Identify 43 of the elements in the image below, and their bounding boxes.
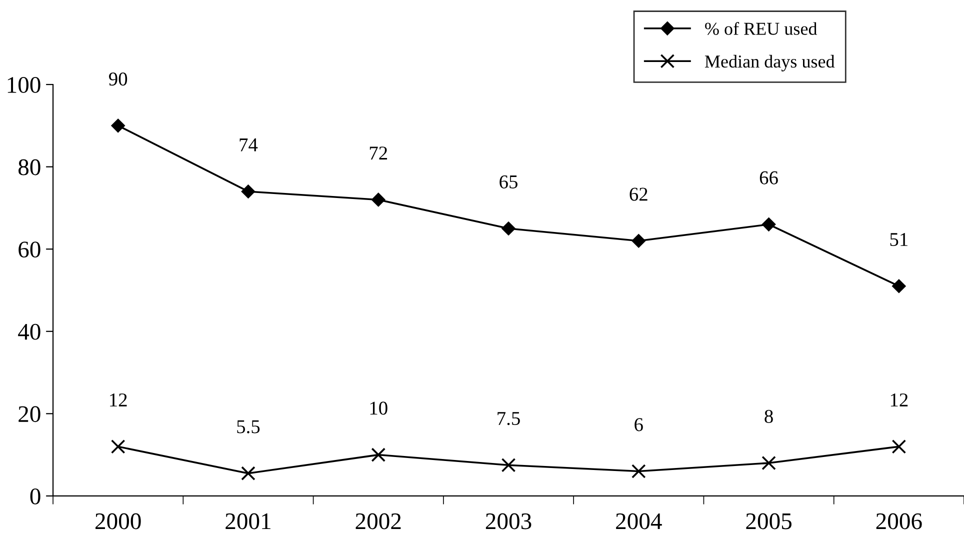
data-label: 8: [764, 410, 773, 423]
x-tick-label: 2004: [616, 513, 662, 530]
point: [241, 466, 256, 480]
point: [111, 118, 125, 132]
data-label: 90: [108, 72, 128, 86]
point: [372, 192, 386, 207]
data-label: 12: [890, 393, 908, 406]
y-tick-label: 60: [18, 242, 40, 258]
data-label: 6: [634, 418, 643, 432]
data-label: 66: [760, 171, 778, 184]
y-tick-label: 20: [18, 406, 40, 422]
point: [762, 218, 776, 232]
y-tick-label: 0: [30, 488, 40, 504]
data-label: 74: [240, 138, 258, 152]
x-tick-label: 2006: [876, 513, 922, 530]
data-label: 62: [630, 188, 648, 201]
data-label: 72: [370, 146, 388, 160]
x-tick-label: 2000: [96, 513, 141, 530]
data-label: 5.5: [237, 420, 260, 434]
legend-label: Median days used: [704, 54, 835, 72]
point: [241, 184, 256, 198]
data-label: 10: [370, 402, 388, 415]
data-label: 51: [890, 233, 908, 246]
legend-label: % of REU used: [705, 22, 818, 35]
point: [371, 448, 386, 462]
y-tick-label: 40: [18, 324, 40, 340]
x-tick-label: 2005: [746, 513, 792, 530]
point: [632, 234, 646, 248]
data-label: 12: [110, 393, 127, 406]
point: [762, 456, 776, 470]
data-label: 65: [500, 175, 518, 188]
point: [501, 458, 516, 472]
y-tick-label: 100: [8, 77, 40, 93]
point: [892, 439, 906, 454]
y-tick-label: 80: [18, 159, 40, 176]
point: [502, 222, 516, 236]
point: [110, 439, 126, 454]
x-tick-label: 2003: [486, 513, 532, 530]
data-label: 7.5: [498, 412, 520, 426]
point: [892, 279, 906, 293]
x-tick-label: 2001: [226, 513, 270, 530]
x-tick-label: 2002: [356, 513, 401, 530]
point: [631, 464, 646, 478]
